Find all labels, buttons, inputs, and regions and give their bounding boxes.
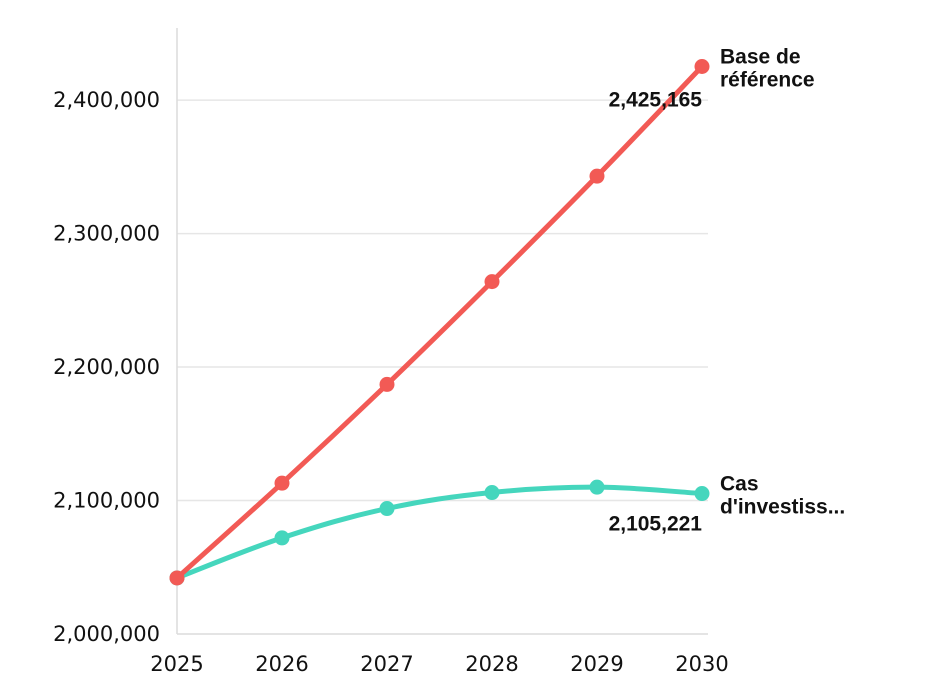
x-tick-label: 2027: [360, 652, 413, 676]
data-point: [589, 168, 605, 184]
series-name-label: d'investiss...: [720, 496, 845, 519]
y-tick-label: 2,400,000: [53, 88, 160, 112]
x-tick-label: 2029: [570, 652, 623, 676]
y-tick-label: 2,300,000: [53, 222, 160, 246]
axis-layer: 2,000,000 2,100,000 2,200,000 2,300,000 2,40…: [53, 28, 729, 676]
end-value-label: 2,425,165: [609, 88, 703, 111]
data-point: [484, 485, 500, 501]
end-value-label: 2,105,221: [609, 513, 703, 536]
data-point: [484, 274, 500, 290]
data-point: [169, 570, 185, 586]
x-tick-label: 2025: [150, 652, 203, 676]
data-point: [274, 530, 290, 546]
series-name-label: Cas: [720, 473, 759, 496]
y-tick-label: 2,000,000: [53, 622, 160, 646]
data-point: [694, 58, 710, 74]
x-tick-label: 2026: [255, 652, 308, 676]
y-tick-label: 2,200,000: [53, 355, 160, 379]
series-line: [174, 484, 705, 581]
data-point: [379, 501, 395, 517]
series-line: [174, 63, 705, 581]
series-name-label: Base de: [720, 45, 801, 68]
series-layer: [169, 58, 710, 586]
x-tick-label: 2030: [675, 652, 728, 676]
data-point: [379, 376, 395, 392]
data-point: [274, 475, 290, 491]
series-name-label: référence: [720, 68, 815, 91]
x-tick-label: 2028: [465, 652, 518, 676]
y-tick-label: 2,100,000: [53, 489, 160, 513]
data-point: [694, 486, 710, 502]
data-point: [589, 479, 605, 495]
grid-layer: [177, 99, 708, 502]
